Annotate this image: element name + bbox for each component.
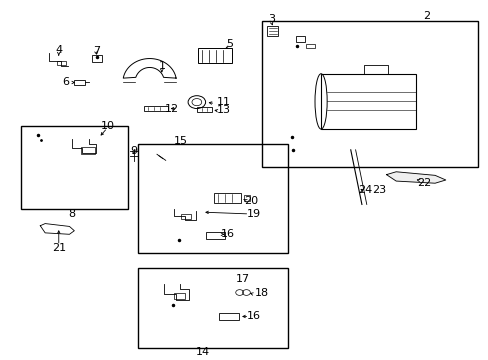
Bar: [144, 106, 167, 111]
Bar: [81, 147, 95, 154]
Bar: [198, 48, 232, 63]
Bar: [137, 267, 287, 348]
Text: 2: 2: [423, 11, 429, 21]
Text: 15: 15: [174, 136, 188, 146]
Bar: [205, 232, 224, 239]
Text: 11: 11: [217, 97, 231, 107]
Bar: [197, 107, 211, 112]
Text: 12: 12: [164, 104, 178, 113]
Text: 10: 10: [100, 121, 114, 131]
Polygon shape: [386, 172, 445, 183]
Bar: [57, 61, 65, 65]
Text: 22: 22: [416, 178, 430, 188]
Text: 21: 21: [52, 243, 66, 253]
Text: 16: 16: [221, 229, 235, 239]
Text: 5: 5: [226, 39, 233, 49]
Bar: [21, 126, 127, 208]
Text: 3: 3: [267, 14, 274, 24]
Bar: [174, 293, 185, 299]
Text: 8: 8: [68, 209, 75, 219]
Text: 18: 18: [254, 288, 268, 297]
Text: 24: 24: [357, 185, 371, 195]
Bar: [261, 21, 477, 167]
Bar: [244, 195, 249, 201]
Bar: [137, 144, 287, 253]
Bar: [305, 44, 314, 48]
Bar: [295, 36, 305, 41]
Text: 1: 1: [158, 62, 165, 71]
Bar: [267, 26, 278, 36]
Bar: [214, 193, 241, 203]
Bar: [74, 80, 84, 85]
Text: 4: 4: [55, 45, 62, 55]
Text: 13: 13: [217, 105, 231, 114]
Text: 6: 6: [62, 77, 69, 87]
Text: 19: 19: [246, 209, 261, 219]
Text: 16: 16: [247, 311, 261, 321]
Bar: [219, 313, 238, 320]
Bar: [92, 55, 102, 62]
Bar: [181, 214, 191, 219]
Text: 17: 17: [235, 274, 249, 284]
Text: 20: 20: [244, 196, 258, 206]
Text: 14: 14: [196, 347, 210, 357]
Bar: [321, 74, 415, 129]
Text: 9: 9: [130, 146, 137, 156]
Text: 23: 23: [372, 185, 386, 195]
Text: 7: 7: [92, 46, 100, 56]
